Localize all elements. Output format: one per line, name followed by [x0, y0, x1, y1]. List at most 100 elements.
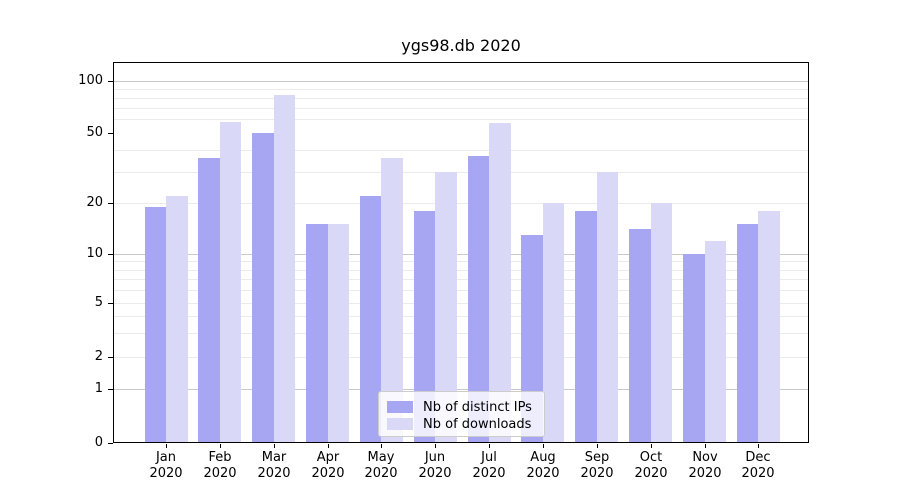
y-tickmark [108, 303, 113, 304]
gridline-minor [114, 150, 808, 151]
y-tickmark [108, 203, 113, 204]
x-tick-label-month: Dec [745, 450, 771, 465]
gridline-minor [114, 357, 808, 358]
bar-apr-downloads [327, 224, 350, 443]
legend: Nb of distinct IPs Nb of downloads [378, 391, 545, 437]
y-tickmark [108, 389, 113, 390]
x-tick-label-year: 2020 [634, 466, 668, 481]
y-tickmark [108, 81, 113, 82]
x-tick-label-year: 2020 [311, 466, 345, 481]
y-tick-label: 100 [78, 73, 103, 88]
x-tick-label-month: Jan [155, 450, 177, 465]
x-tickmark [705, 444, 706, 448]
gridline-minor [114, 290, 808, 291]
chart-title: ygs98.db 2020 [401, 36, 521, 55]
bar-sep-distinct-ips [575, 210, 597, 443]
x-tickmark [166, 444, 167, 448]
y-tickmark [108, 357, 113, 358]
x-tick-label-month: Feb [208, 450, 232, 465]
y-tick-label: 10 [86, 246, 103, 261]
x-tick-label-year: 2020 [688, 466, 722, 481]
bar-may-distinct-ips [359, 195, 382, 443]
bar-jun-distinct-ips [413, 210, 436, 443]
bar-oct-distinct-ips [629, 229, 651, 443]
gridline-major [114, 254, 808, 255]
y-tickmark [108, 254, 113, 255]
gridline-minor [114, 89, 808, 90]
x-tick-label-year: 2020 [257, 466, 291, 481]
bar-jun-downloads [435, 172, 457, 443]
bar-aug-distinct-ips [521, 234, 543, 443]
bar-jan-distinct-ips [144, 206, 166, 443]
bar-mar-downloads [273, 94, 296, 443]
x-tick-label-year: 2020 [526, 466, 560, 481]
x-tickmark [274, 444, 275, 448]
x-tickmark [597, 444, 598, 448]
y-tick-label: 5 [94, 295, 103, 310]
x-tickmark [651, 444, 652, 448]
gridline-minor [114, 261, 808, 262]
bar-nov-downloads [704, 240, 726, 443]
bar-aug-downloads [542, 203, 565, 443]
x-tickmark [328, 444, 329, 448]
bar-nov-distinct-ips [683, 254, 705, 443]
bar-jul-downloads [489, 123, 511, 443]
bar-oct-downloads [650, 203, 673, 443]
bar-jan-downloads [166, 195, 188, 443]
y-tick-label: 20 [86, 195, 103, 210]
legend-swatch-downloads [387, 418, 413, 430]
gridline-minor [114, 98, 808, 99]
legend-row-distinct-ips: Nb of distinct IPs [387, 399, 544, 415]
x-tick-label-month: Oct [639, 450, 663, 465]
gridline-minor [114, 270, 808, 271]
bar-feb-distinct-ips [198, 158, 220, 443]
y-tick-label: 50 [86, 125, 103, 140]
bar-feb-downloads [219, 121, 242, 443]
y-tickmark [108, 133, 113, 134]
legend-label-downloads: Nb of downloads [423, 416, 532, 432]
x-tickmark [381, 444, 382, 448]
gridline-minor [114, 172, 808, 173]
x-tick-label-month: May [367, 450, 395, 465]
legend-row-downloads: Nb of downloads [387, 416, 544, 432]
x-tick-label-month: Sep [584, 450, 610, 465]
bar-mar-distinct-ips [252, 133, 274, 443]
legend-swatch-distinct-ips [387, 401, 413, 413]
legend-label-distinct-ips: Nb of distinct IPs [423, 399, 532, 415]
x-tick-label-year: 2020 [580, 466, 614, 481]
x-tick-label-year: 2020 [741, 466, 775, 481]
x-tick-label-month: Mar [261, 450, 287, 465]
y-tick-label: 1 [94, 381, 103, 396]
x-tick-label-month: Jun [424, 450, 446, 465]
gridline-minor [114, 316, 808, 317]
x-tickmark [543, 444, 544, 448]
gridline-minor [114, 279, 808, 280]
x-tickmark [758, 444, 759, 448]
bar-jul-distinct-ips [467, 156, 490, 443]
x-tickmark [435, 444, 436, 448]
gridline-minor [114, 303, 808, 304]
bar-apr-distinct-ips [306, 224, 328, 443]
x-tick-label-year: 2020 [472, 466, 506, 481]
x-tick-label-month: Apr [316, 450, 340, 465]
bar-sep-downloads [596, 172, 619, 443]
bar-dec-downloads [758, 210, 780, 443]
x-tick-label-month: Jul [481, 450, 497, 465]
x-tick-label-year: 2020 [418, 466, 452, 481]
x-tickmark [489, 444, 490, 448]
y-tick-label: 2 [94, 349, 103, 364]
gridline-major [114, 389, 808, 390]
x-tick-label-year: 2020 [364, 466, 398, 481]
gridline-minor [114, 119, 808, 120]
x-tick-label-year: 2020 [149, 466, 183, 481]
x-tickmark [220, 444, 221, 448]
gridline-minor [114, 333, 808, 334]
gridline-major [114, 81, 808, 82]
plot-border [113, 62, 809, 443]
y-tick-label: 0 [94, 435, 103, 450]
bar-may-downloads [381, 158, 403, 443]
gridline-minor [114, 203, 808, 204]
x-tick-label-year: 2020 [203, 466, 237, 481]
x-tick-label-month: Aug [530, 450, 556, 465]
